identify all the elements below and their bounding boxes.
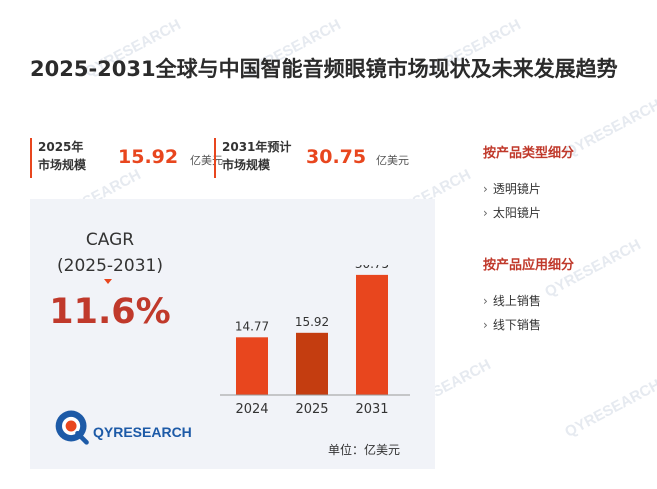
sidebar-item-transparent[interactable]: 透明镜片 [483,180,541,197]
page-title: 2025-2031全球与中国智能音频眼镜市场现状及未来发展趋势 [30,57,618,81]
stat-label-line1: 2031年预计 [222,140,292,154]
cagr-period: (2025-2031) [57,256,163,276]
sidebar-item-online[interactable]: 线上销售 [483,292,541,309]
stat-label-line1: 2025年 [38,140,84,154]
cagr-pointer-icon [104,279,112,284]
cagr-title: CAGR [85,230,135,250]
tick-label: 2025 [295,402,328,417]
stat-2031: 2031年预计 市场规模 30.75 亿美元 [214,138,409,178]
data-label: 14.77 [235,319,269,333]
bar-chart: 14.77 15.92 30.75 2024 2025 2031 [220,265,410,417]
unit-note: 单位：亿美元 [328,443,401,457]
stat-value: 15.92 [118,146,179,168]
cagr-label: CAGR (2025-2031) [30,227,190,279]
stat-label-line2: 市场规模 [222,158,271,172]
tick-label: 2031 [355,402,388,417]
data-label: 30.75 [355,265,389,271]
watermark: QYRESEARCH [562,96,657,161]
stat-value: 30.75 [306,146,367,168]
bar-2031 [356,274,388,395]
stat-label-line2: 市场规模 [38,158,87,172]
sidebar-item-sunglass[interactable]: 太阳镜片 [483,204,541,221]
bar-2025 [296,332,328,395]
stat-2025: 2025年 市场规模 15.92 亿美元 [30,138,223,178]
bar-2024 [236,337,268,395]
application-heading: 按产品应用细分 [483,258,575,273]
sidebar-item-offline[interactable]: 线下销售 [483,316,541,333]
stat-unit: 亿美元 [376,154,409,167]
data-label: 15.92 [295,315,329,329]
tick-label: 2024 [235,402,268,417]
cagr-value: 11.6% [49,292,171,332]
product-type-heading: 按产品类型细分 [483,146,575,161]
logo-icon [55,410,89,445]
logo-text: QYRESEARCH [93,424,192,440]
watermark: QYRESEARCH [562,376,657,441]
